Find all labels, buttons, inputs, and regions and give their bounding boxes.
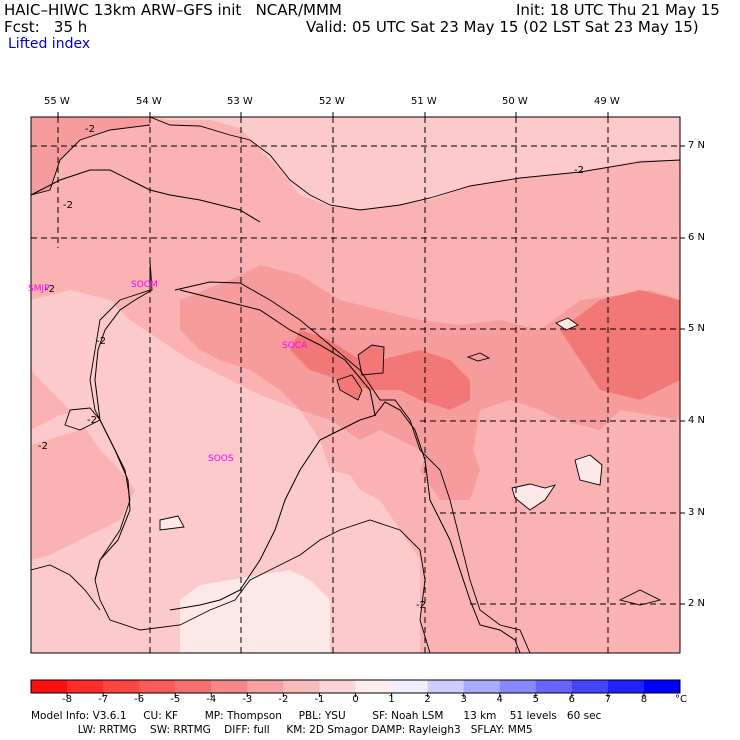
field-name: Lifted index xyxy=(8,36,91,52)
colorbar-cell xyxy=(103,680,140,693)
colorbar-tick-label: 8 xyxy=(640,694,648,705)
lat-label: 3 N xyxy=(688,507,706,518)
colorbar-tick-label: -6 xyxy=(134,694,145,705)
colorbar-cell xyxy=(139,680,176,693)
init-time: Init: 18 UTC Thu 21 May 15 xyxy=(516,1,720,19)
colorbar-cell xyxy=(247,680,284,693)
lon-label: 53 W xyxy=(227,96,253,107)
lon-label: 55 W xyxy=(44,96,70,107)
contour-label: -2 xyxy=(87,415,97,426)
colorbar-tick-label: 7 xyxy=(604,694,612,705)
map-frame xyxy=(30,116,681,654)
contour-label: -2 xyxy=(85,124,95,135)
contour-label: -2 xyxy=(416,600,426,611)
shade-minus3-south xyxy=(420,420,480,500)
colorbar-cell xyxy=(391,680,429,693)
colorbar-cell xyxy=(319,680,356,693)
colorbar-tick-label: -5 xyxy=(170,694,181,705)
station-label: SOCM xyxy=(131,280,158,290)
lat-label: 5 N xyxy=(688,323,706,334)
lat-label: 2 N xyxy=(688,598,706,609)
colorbar-cell xyxy=(427,680,465,693)
lon-label: 54 W xyxy=(136,96,162,107)
lat-label: 7 N xyxy=(688,140,706,151)
lon-label: 49 W xyxy=(594,96,620,107)
colorbar-tick-label: -4 xyxy=(206,694,217,705)
colorbar-cell xyxy=(67,680,104,693)
colorbar-cell xyxy=(211,680,248,693)
contour-label: -2 xyxy=(38,441,48,452)
colorbar-tick-label: 5 xyxy=(532,694,539,705)
lon-label: 50 W xyxy=(502,96,528,107)
model-info-line2: LW: RRTMG SW: RRTMG DIFF: full KM: 2D Sm… xyxy=(31,724,533,736)
lon-label: 52 W xyxy=(319,96,345,107)
colorbar-unit: °C xyxy=(675,694,687,705)
colorbar-cell xyxy=(175,680,212,693)
shade-minus3-band xyxy=(31,117,150,195)
colorbar-tick-label: 0 xyxy=(352,694,359,705)
colorbar-cell xyxy=(643,680,681,693)
forecast-hour: Fcst: 35 h xyxy=(4,18,88,36)
model-title: HAIC–HIWC 13km ARW–GFS init NCAR/MMM xyxy=(4,1,342,19)
colorbar-tick-label: 6 xyxy=(568,694,576,705)
colorbar-tick-label: 2 xyxy=(424,694,431,705)
colorbar-tick-label: 1 xyxy=(388,694,395,705)
lat-label: 6 N xyxy=(688,232,706,243)
colorbar xyxy=(30,679,681,697)
colorbar-tick-label: -1 xyxy=(314,694,325,705)
valid-time: Valid: 05 UTC Sat 23 May 15 (02 LST Sat … xyxy=(306,18,699,36)
contour-label: -2 xyxy=(63,200,73,211)
colorbar-cell xyxy=(499,680,537,693)
colorbar-tick-label: -8 xyxy=(62,694,73,705)
colorbar-tick-label: 3 xyxy=(460,694,467,705)
contour-label: -2 xyxy=(45,284,55,295)
colorbar-cell xyxy=(571,680,609,693)
colorbar-cell xyxy=(607,680,645,693)
colorbar-cell xyxy=(355,680,393,693)
colorbar-cell xyxy=(463,680,501,693)
model-info-line1: Model Info: V3.6.1 CU: KF MP: Thompson P… xyxy=(31,710,602,722)
contour-label: -2 xyxy=(96,336,106,347)
contour-label: -2 xyxy=(574,165,584,176)
station-label: SOOS xyxy=(208,454,234,464)
station-label: SOCA xyxy=(282,341,308,351)
shade-0 xyxy=(180,570,330,653)
shade-minus1-north xyxy=(150,117,680,210)
lat-label: 4 N xyxy=(688,415,706,426)
shade-minus1-south xyxy=(31,290,420,653)
colorbar-tick-label: -7 xyxy=(98,694,109,705)
colorbar-tick-label: -3 xyxy=(242,694,253,705)
colorbar-tick-label: 4 xyxy=(496,694,503,705)
lon-label: 51 W xyxy=(411,96,437,107)
station-label: SMJP xyxy=(28,284,50,294)
colorbar-cell xyxy=(283,680,320,693)
colorbar-tick-label: -2 xyxy=(278,694,289,705)
colorbar-cell xyxy=(31,680,68,693)
colorbar-cell xyxy=(535,680,573,693)
